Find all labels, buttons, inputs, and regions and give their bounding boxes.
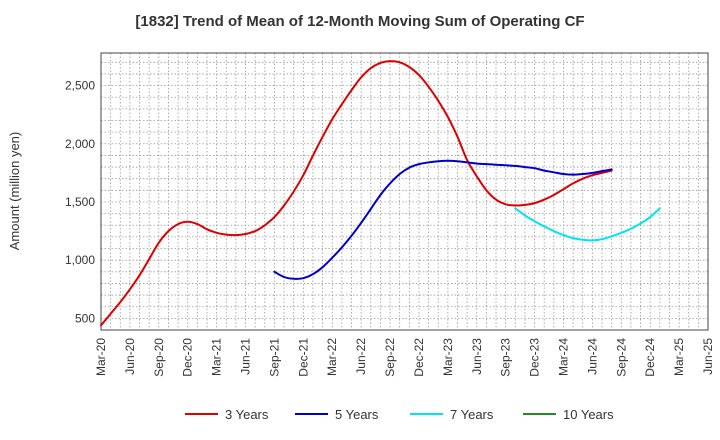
x-tick-label: Mar-20 xyxy=(94,338,108,376)
x-tick-label: Jun-22 xyxy=(354,338,368,375)
x-tick-label: Mar-25 xyxy=(672,338,686,376)
x-tick-label: Mar-21 xyxy=(210,338,224,376)
x-tick-label: Sep-20 xyxy=(152,338,166,377)
x-tick-label: Sep-24 xyxy=(614,338,628,377)
x-tick-label: Dec-24 xyxy=(643,338,657,377)
x-tick-label: Jun-20 xyxy=(123,338,137,375)
y-axis-label: Amount (million yen) xyxy=(7,132,22,251)
legend-label: 7 Years xyxy=(450,407,494,422)
x-tick-label: Mar-23 xyxy=(441,338,455,376)
x-tick-label: Dec-23 xyxy=(528,338,542,377)
y-tick-label: 1,000 xyxy=(65,253,95,267)
chart-title: [1832] Trend of Mean of 12-Month Moving … xyxy=(135,13,584,30)
legend: 3 Years 5 Years 7 Years 10 Years xyxy=(185,407,614,422)
x-tick-label: Dec-21 xyxy=(296,338,310,377)
x-tick-label: Mar-22 xyxy=(325,338,339,376)
y-tick-labels: 500 1,000 1,500 2,000 2,500 xyxy=(65,79,95,326)
x-tick-label: Jun-23 xyxy=(470,338,484,375)
series-line-7-years xyxy=(514,207,661,242)
x-tick-label: Sep-22 xyxy=(383,338,397,377)
x-tick-label: Dec-22 xyxy=(412,338,426,377)
x-tick-label: Jun-21 xyxy=(239,338,253,375)
legend-label: 3 Years xyxy=(225,407,269,422)
plot-frame xyxy=(100,52,709,331)
series-layer xyxy=(100,60,661,327)
x-tick-label: Jun-24 xyxy=(585,338,599,375)
x-tick-label: Sep-21 xyxy=(267,338,281,377)
x-tick-label: Mar-24 xyxy=(556,338,570,376)
y-tick-label: 1,500 xyxy=(65,195,95,209)
grid-layer xyxy=(100,53,709,330)
y-tick-label: 500 xyxy=(75,311,95,325)
x-tick-label: Sep-23 xyxy=(499,338,513,377)
series-line-3-years xyxy=(100,60,613,327)
y-tick-label: 2,500 xyxy=(65,79,95,93)
series-line-5-years xyxy=(273,159,613,280)
legend-label: 5 Years xyxy=(335,407,379,422)
x-tick-label: Dec-20 xyxy=(181,338,195,377)
y-tick-label: 2,000 xyxy=(65,137,95,151)
x-tick-label: Jun-25 xyxy=(701,338,715,375)
x-tick-labels: Mar-20 Jun-20 Sep-20 Dec-20 Mar-21 Jun-21 Sep-… xyxy=(94,338,715,377)
legend-label: 10 Years xyxy=(563,407,614,422)
